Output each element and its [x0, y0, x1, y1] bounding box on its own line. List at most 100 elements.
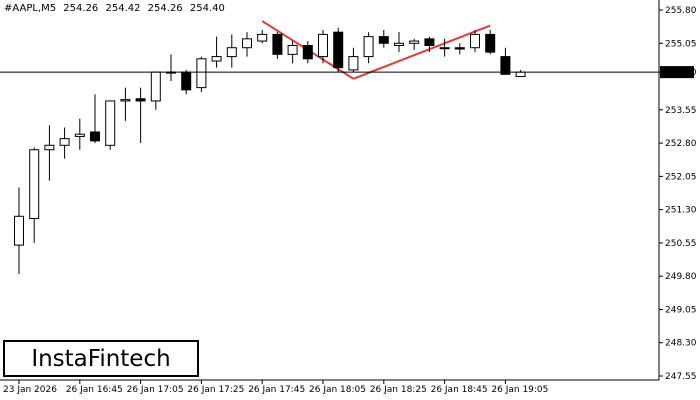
bull-candle-body [29, 149, 40, 220]
bull-candle-body [318, 33, 328, 58]
y-tick-label: 247.55 [665, 372, 697, 382]
close-value: 254.40 [189, 3, 225, 14]
symbol-label: #AAPL,M5 [4, 3, 57, 14]
candle [318, 29, 328, 64]
candle [485, 29, 496, 55]
current-price-tag: 254.40 [660, 66, 694, 79]
current-price-tag-bg [660, 66, 694, 79]
bull-candle-body [105, 100, 116, 146]
x-tick-label: 26 Jan 17:25 [187, 385, 244, 395]
candle [211, 36, 222, 68]
bull-candle-body [287, 44, 298, 55]
x-axis-labels: 23 Jan 2026 26 Jan 16:45 26 Jan 17:05 26 Ja… [3, 380, 548, 395]
candle [226, 34, 237, 68]
bear-candle-body [181, 71, 192, 91]
bear-candle-body [90, 131, 100, 142]
candle [181, 69, 192, 95]
bear-candle-body [302, 44, 313, 60]
candle [120, 87, 131, 121]
candle [424, 36, 435, 53]
candle [150, 71, 161, 110]
bear-candle-body [378, 36, 389, 44]
bull-candle-body [439, 47, 450, 50]
bull-candle-body [150, 71, 161, 102]
bear-candle-body [333, 31, 344, 69]
y-axis-labels: 255.80 255.05 254.40 253.55 252.80 252.05 251.… [659, 6, 697, 382]
candle [287, 41, 298, 64]
candle [348, 47, 359, 73]
x-tick-label: 26 Jan 17:45 [248, 385, 305, 395]
bear-candle-body [454, 47, 465, 50]
bull-candle-body [409, 40, 420, 44]
y-tick-label: 255.80 [665, 6, 697, 16]
candle [44, 125, 55, 181]
y-tick-label: 249.05 [665, 305, 697, 315]
bull-candle-body [470, 33, 480, 49]
logo-text: InstaFintech [31, 345, 171, 372]
candle [394, 32, 404, 53]
y-tick-label: 255.05 [665, 39, 697, 49]
candle [29, 147, 40, 243]
pattern-line [353, 24, 491, 80]
x-tick-label: 26 Jan 18:45 [431, 385, 488, 395]
y-tick-label: 250.55 [665, 239, 697, 249]
candle [454, 43, 465, 55]
bull-candle-body [242, 38, 252, 49]
low-value: 254.26 [147, 3, 183, 14]
candle [333, 27, 344, 73]
bull-candle-body [74, 133, 85, 137]
candle [272, 32, 283, 59]
bull-candle-body [348, 56, 359, 71]
candle [166, 54, 176, 81]
instafintech-logo: InstaFintech [3, 340, 199, 377]
x-tick-label: 26 Jan 17:05 [127, 385, 184, 395]
y-tick-label: 248.30 [665, 339, 697, 349]
x-tick-label: 26 Jan 16:45 [66, 385, 123, 395]
candle [500, 47, 511, 75]
y-tick-label: 251.30 [665, 206, 697, 216]
candle [242, 32, 252, 57]
candle [439, 38, 450, 57]
y-tick-label: 249.80 [665, 272, 697, 282]
candle [409, 38, 420, 50]
candle [302, 41, 313, 64]
candle [515, 69, 526, 78]
bear-candle-body [500, 56, 511, 75]
open-value: 254.26 [63, 3, 99, 14]
candle [196, 56, 207, 93]
high-value: 254.42 [105, 3, 141, 14]
current-price-label: 254.40 [662, 68, 694, 78]
bull-candle-body [14, 215, 24, 246]
bull-candle-body [44, 144, 55, 151]
bull-candle-body [226, 47, 237, 58]
bear-candle-body [424, 38, 435, 46]
x-tick-label: 26 Jan 18:05 [309, 385, 366, 395]
x-tick-label: 26 Jan 19:05 [491, 385, 548, 395]
bull-candle-body [363, 36, 374, 58]
candle [74, 118, 85, 150]
bear-candle-body [272, 33, 283, 55]
candle [363, 32, 374, 64]
candle [90, 94, 100, 144]
bull-candle-body [515, 71, 526, 78]
bull-candle-body [196, 58, 207, 89]
y-tick-label: 252.80 [665, 139, 697, 149]
bull-candle-body [120, 99, 131, 102]
candles [14, 27, 526, 274]
y-tick-label: 253.55 [665, 106, 697, 116]
bull-candle-body [394, 42, 404, 46]
x-tick-label: 26 Jan 18:25 [370, 385, 427, 395]
bear-candle-body [135, 98, 146, 102]
axes [0, 0, 660, 381]
bear-candle-body [485, 33, 496, 53]
y-tick-label: 252.05 [665, 172, 697, 182]
candle [378, 29, 389, 48]
symbol-header: #AAPL,M5 254.26 254.42 254.26 254.40 [4, 3, 229, 14]
candle [135, 87, 146, 144]
bull-candle-body [257, 33, 268, 42]
candle [257, 29, 268, 44]
x-tick-label: 23 Jan 2026 [3, 385, 57, 395]
candle [59, 127, 70, 159]
bull-candle-body [211, 56, 222, 62]
